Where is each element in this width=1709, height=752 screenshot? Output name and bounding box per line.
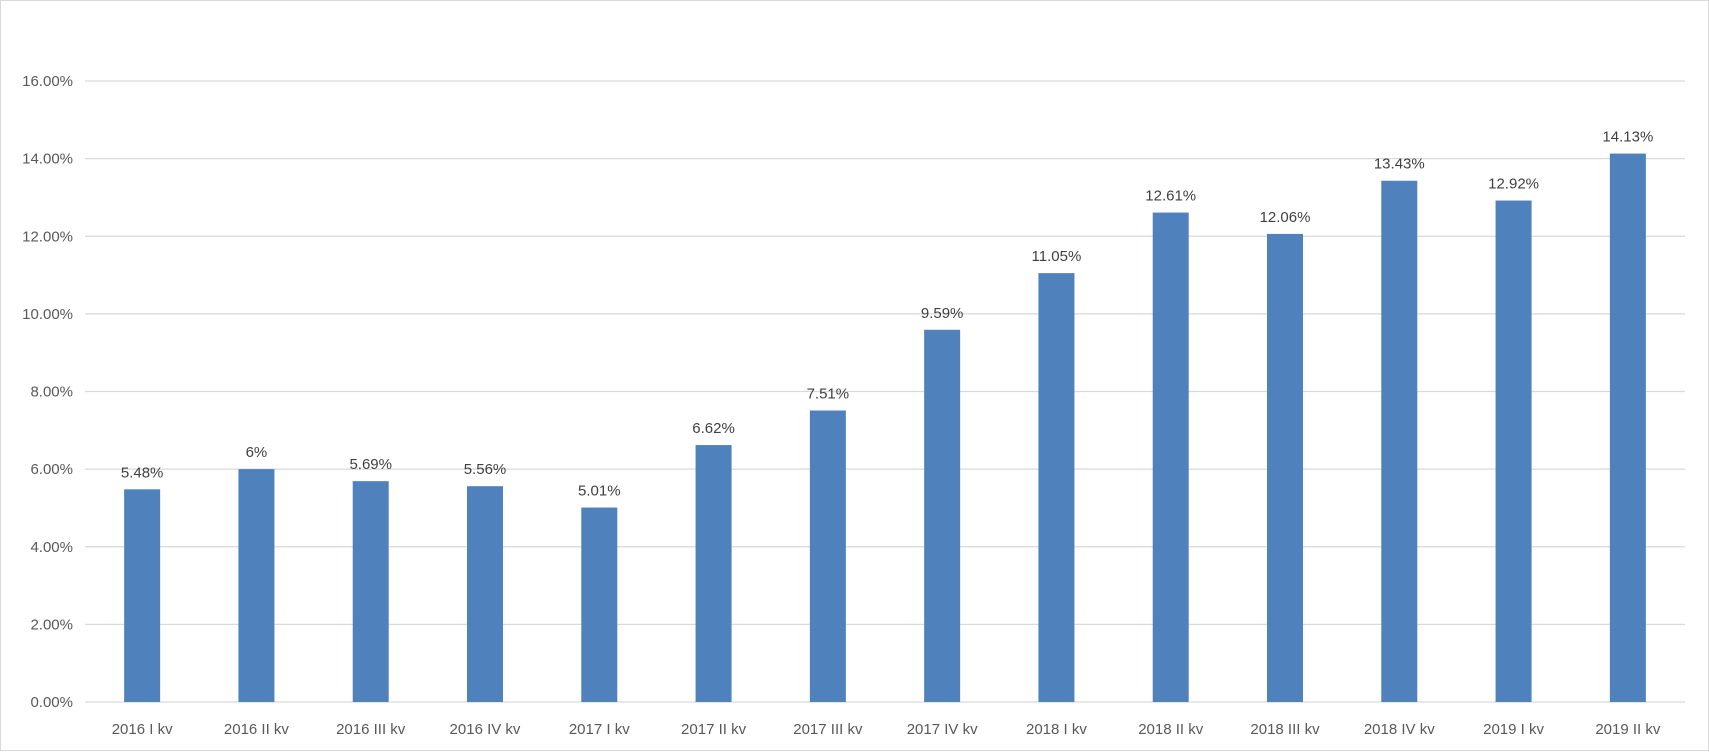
x-tick-label: 2017 III kv <box>793 721 863 738</box>
y-tick-label: 12.00% <box>22 228 73 245</box>
data-label: 6.62% <box>692 420 735 437</box>
x-tick-label: 2017 I kv <box>569 721 630 738</box>
x-axis-labels: 2016 I kv 2016 II kv 2016 III kv 2016 IV kv… <box>112 721 1661 738</box>
bar <box>1609 153 1646 703</box>
bar <box>1495 200 1532 703</box>
y-tick-label: 6.00% <box>30 461 73 478</box>
x-tick-label: 2016 IV kv <box>450 721 521 738</box>
data-label: 5.56% <box>464 461 507 478</box>
y-tick-label: 4.00% <box>30 539 73 556</box>
x-tick-label: 2016 II kv <box>224 721 290 738</box>
bar <box>924 329 961 702</box>
data-label: 7.51% <box>807 386 850 403</box>
y-tick-label: 2.00% <box>30 616 73 633</box>
y-tick-label: 10.00% <box>22 306 73 323</box>
data-labels: 5.48% 6% 5.69% 5.56% 5.01% 6.62% 7.51% 9.59% 11.… <box>121 129 1653 500</box>
data-label: 5.48% <box>121 464 164 481</box>
y-tick-label: 16.00% <box>22 73 73 90</box>
data-label: 11.05% <box>1032 248 1082 265</box>
data-label: 6% <box>246 444 268 461</box>
x-tick-label: 2018 I kv <box>1026 721 1087 738</box>
bars <box>124 153 1646 703</box>
bar <box>581 507 618 702</box>
data-label: 14.13% <box>1602 129 1653 146</box>
x-tick-label: 2019 II kv <box>1595 721 1661 738</box>
data-label: 5.69% <box>349 456 392 473</box>
data-label: 13.43% <box>1374 156 1425 173</box>
y-axis-ticks: 0.00% 2.00% 4.00% 6.00% 8.00% 10.00% 12.00% 14.… <box>22 73 73 711</box>
bar <box>352 481 389 702</box>
x-tick-label: 2016 III kv <box>336 721 406 738</box>
gridlines <box>85 80 1685 703</box>
bar <box>695 445 732 702</box>
x-tick-label: 2016 I kv <box>112 721 173 738</box>
x-tick-label: 2018 III kv <box>1250 721 1320 738</box>
bar <box>1152 212 1189 702</box>
x-tick-label: 2018 IV kv <box>1364 721 1435 738</box>
y-tick-label: 8.00% <box>30 384 73 401</box>
data-label: 12.06% <box>1260 209 1311 226</box>
bar <box>1038 273 1075 702</box>
y-tick-label: 14.00% <box>22 151 73 168</box>
data-label: 9.59% <box>921 305 964 322</box>
x-tick-label: 2018 II kv <box>1138 721 1204 738</box>
bar <box>809 410 846 702</box>
bar <box>124 489 161 702</box>
x-tick-label: 2017 IV kv <box>907 721 978 738</box>
data-label: 12.61% <box>1145 188 1196 205</box>
bar <box>467 486 503 702</box>
y-tick-label: 0.00% <box>30 694 73 711</box>
bar <box>1381 180 1418 703</box>
data-label: 5.01% <box>578 483 621 500</box>
bar <box>1267 233 1303 702</box>
x-tick-label: 2017 II kv <box>681 721 747 738</box>
bar <box>238 469 275 702</box>
data-label: 12.92% <box>1488 176 1539 193</box>
x-tick-label: 2019 I kv <box>1483 721 1544 738</box>
